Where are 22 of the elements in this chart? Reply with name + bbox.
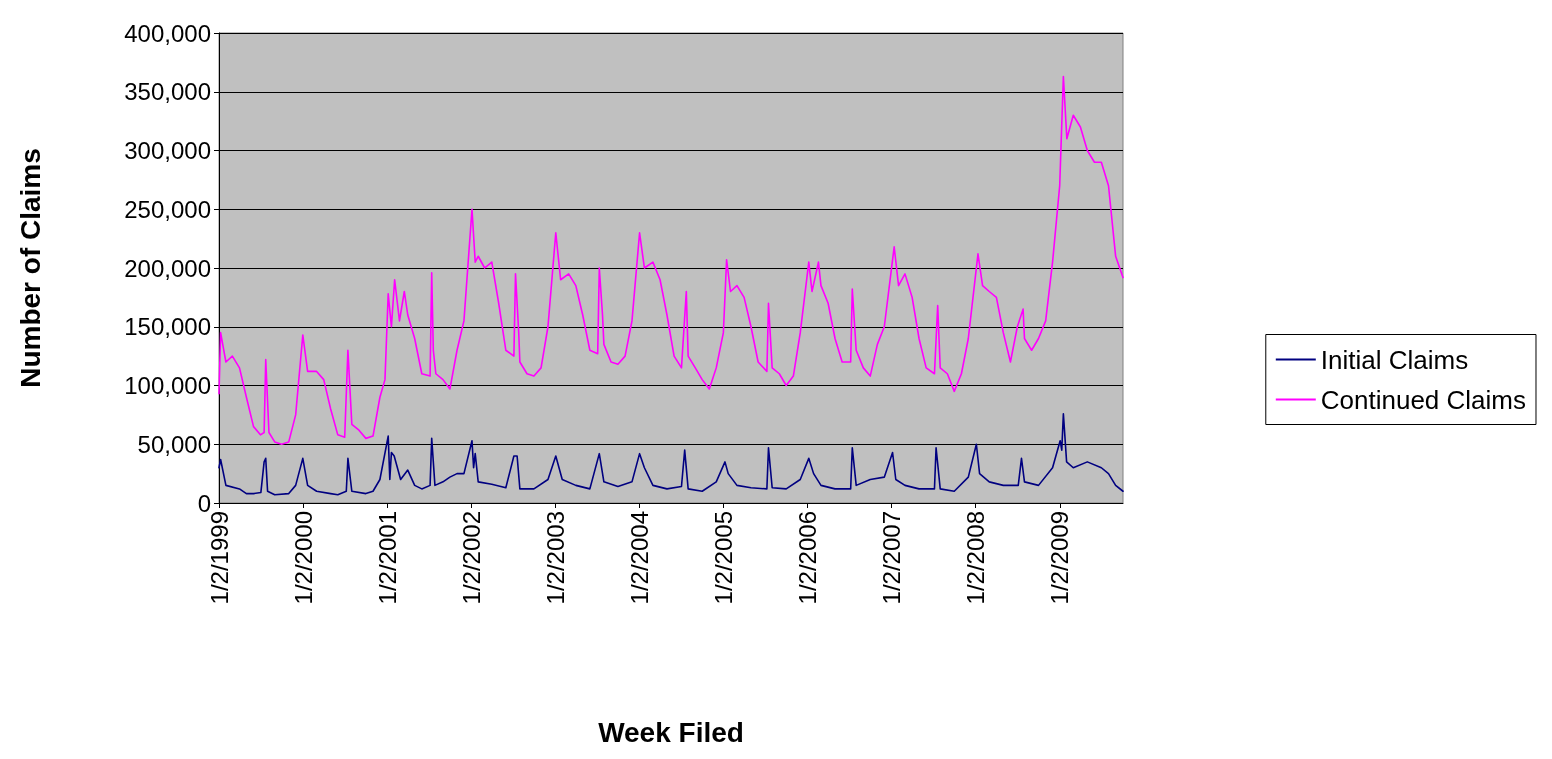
x-tick-label: 1/2/2006 bbox=[794, 511, 822, 605]
x-tick-label: 1/2/2001 bbox=[373, 511, 401, 605]
y-tick-label: 150,000 bbox=[124, 313, 211, 341]
y-tick-label: 400,000 bbox=[124, 19, 211, 47]
x-tick-label: 1/2/2005 bbox=[710, 511, 738, 605]
legend-label: Initial Claims bbox=[1320, 344, 1469, 375]
y-tick-label: 100,000 bbox=[124, 372, 211, 399]
y-tick-label: 250,000 bbox=[124, 195, 211, 223]
y-axis-title: Number of Claims bbox=[14, 148, 46, 388]
x-tick-label: 1/2/2009 bbox=[1046, 511, 1074, 605]
y-tick-label: 50,000 bbox=[137, 430, 211, 458]
x-tick-label: 1/2/2007 bbox=[878, 511, 906, 605]
x-tick-label: 1/2/2000 bbox=[289, 511, 317, 605]
y-tick-label: 300,000 bbox=[124, 137, 211, 164]
x-tick-label: 1/2/2002 bbox=[457, 511, 485, 605]
x-tick-label: 1/2/2003 bbox=[541, 511, 569, 605]
x-axis-title: Week Filed bbox=[598, 716, 744, 748]
x-tick-label: 1/2/2004 bbox=[625, 511, 653, 605]
legend-label: Continued Claims bbox=[1320, 384, 1527, 415]
y-tick-label: 350,000 bbox=[124, 78, 211, 106]
x-tick-label: 1/2/2008 bbox=[962, 511, 990, 605]
y-tick-label: 200,000 bbox=[124, 254, 211, 282]
